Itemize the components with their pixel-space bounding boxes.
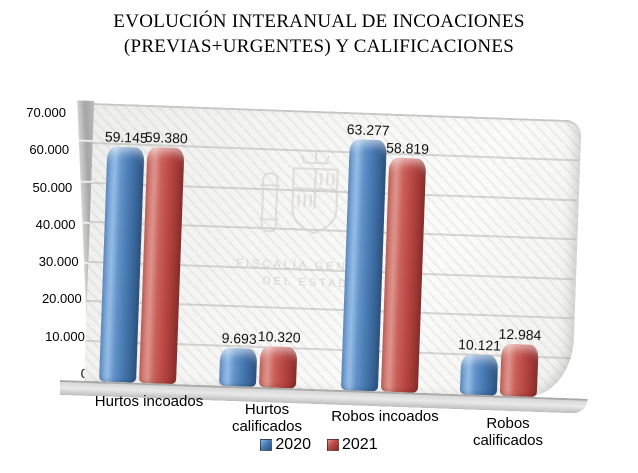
chart-title-line1: EVOLUCIÓN INTERANUAL DE INCOACIONES	[113, 11, 525, 32]
legend-label-2021: 2021	[342, 436, 378, 453]
value-label: 12.984	[498, 326, 542, 344]
y-tick-label: 50.000	[32, 179, 73, 195]
bar-2021-hurtos-calificados	[258, 346, 298, 389]
legend-swatch-2020	[260, 439, 273, 451]
value-label: 58.819	[385, 139, 430, 158]
x-axis-label-robos-incoados: Robos incoados	[331, 408, 439, 425]
chart-title-line2: (PREVIAS+URGENTES) Y CALIFICACIONES	[123, 35, 515, 57]
value-label: 63.277	[346, 120, 390, 139]
legend-label-2020: 2020	[275, 436, 311, 453]
bar-2020-robos-incoados	[340, 138, 387, 392]
y-tick-label: 30.000	[38, 254, 79, 270]
x-axis-label-robos-calificados: Robos calificados	[472, 415, 544, 449]
chart-title: EVOLUCIÓN INTERANUAL DE INCOACIONES (PRE…	[0, 10, 638, 59]
legend-item-2020: 2020	[260, 436, 311, 454]
bar-2021-hurtos-incoados	[139, 147, 185, 385]
legend-item-2021: 2021	[327, 436, 378, 454]
value-label: 10.320	[257, 328, 301, 346]
x-axis-label-hurtos-incoados: Hurtos incoados	[94, 393, 204, 410]
bar-2020-hurtos-calificados	[218, 347, 258, 387]
value-label: 59.380	[144, 129, 188, 147]
y-tick-label: 40.000	[35, 216, 76, 232]
bar-2021-robos-calificados	[499, 344, 539, 398]
y-tick-label: 20.000	[41, 291, 82, 307]
y-tick-label: 10.000	[45, 328, 85, 344]
plot-area: FISCALÍA GENERAL DEL ESTADO 59.145 59.380…	[59, 100, 588, 414]
bar-2020-hurtos-incoados	[99, 146, 145, 383]
y-tick-label: 70.000	[26, 105, 66, 120]
x-axis-label-hurtos-calificados: Hurtos calificados	[231, 401, 303, 435]
legend: 2020 2021	[0, 436, 638, 454]
y-tick-label: 0	[24, 366, 88, 381]
bar-2021-robos-incoados	[380, 157, 426, 393]
legend-swatch-2021	[327, 439, 339, 451]
y-tick-label: 60.000	[29, 142, 70, 158]
bar-2020-robos-calificados	[459, 354, 498, 396]
bars-layer: 59.145 59.380 9.693 10.320 63.277 58.819 10.12…	[84, 103, 582, 398]
